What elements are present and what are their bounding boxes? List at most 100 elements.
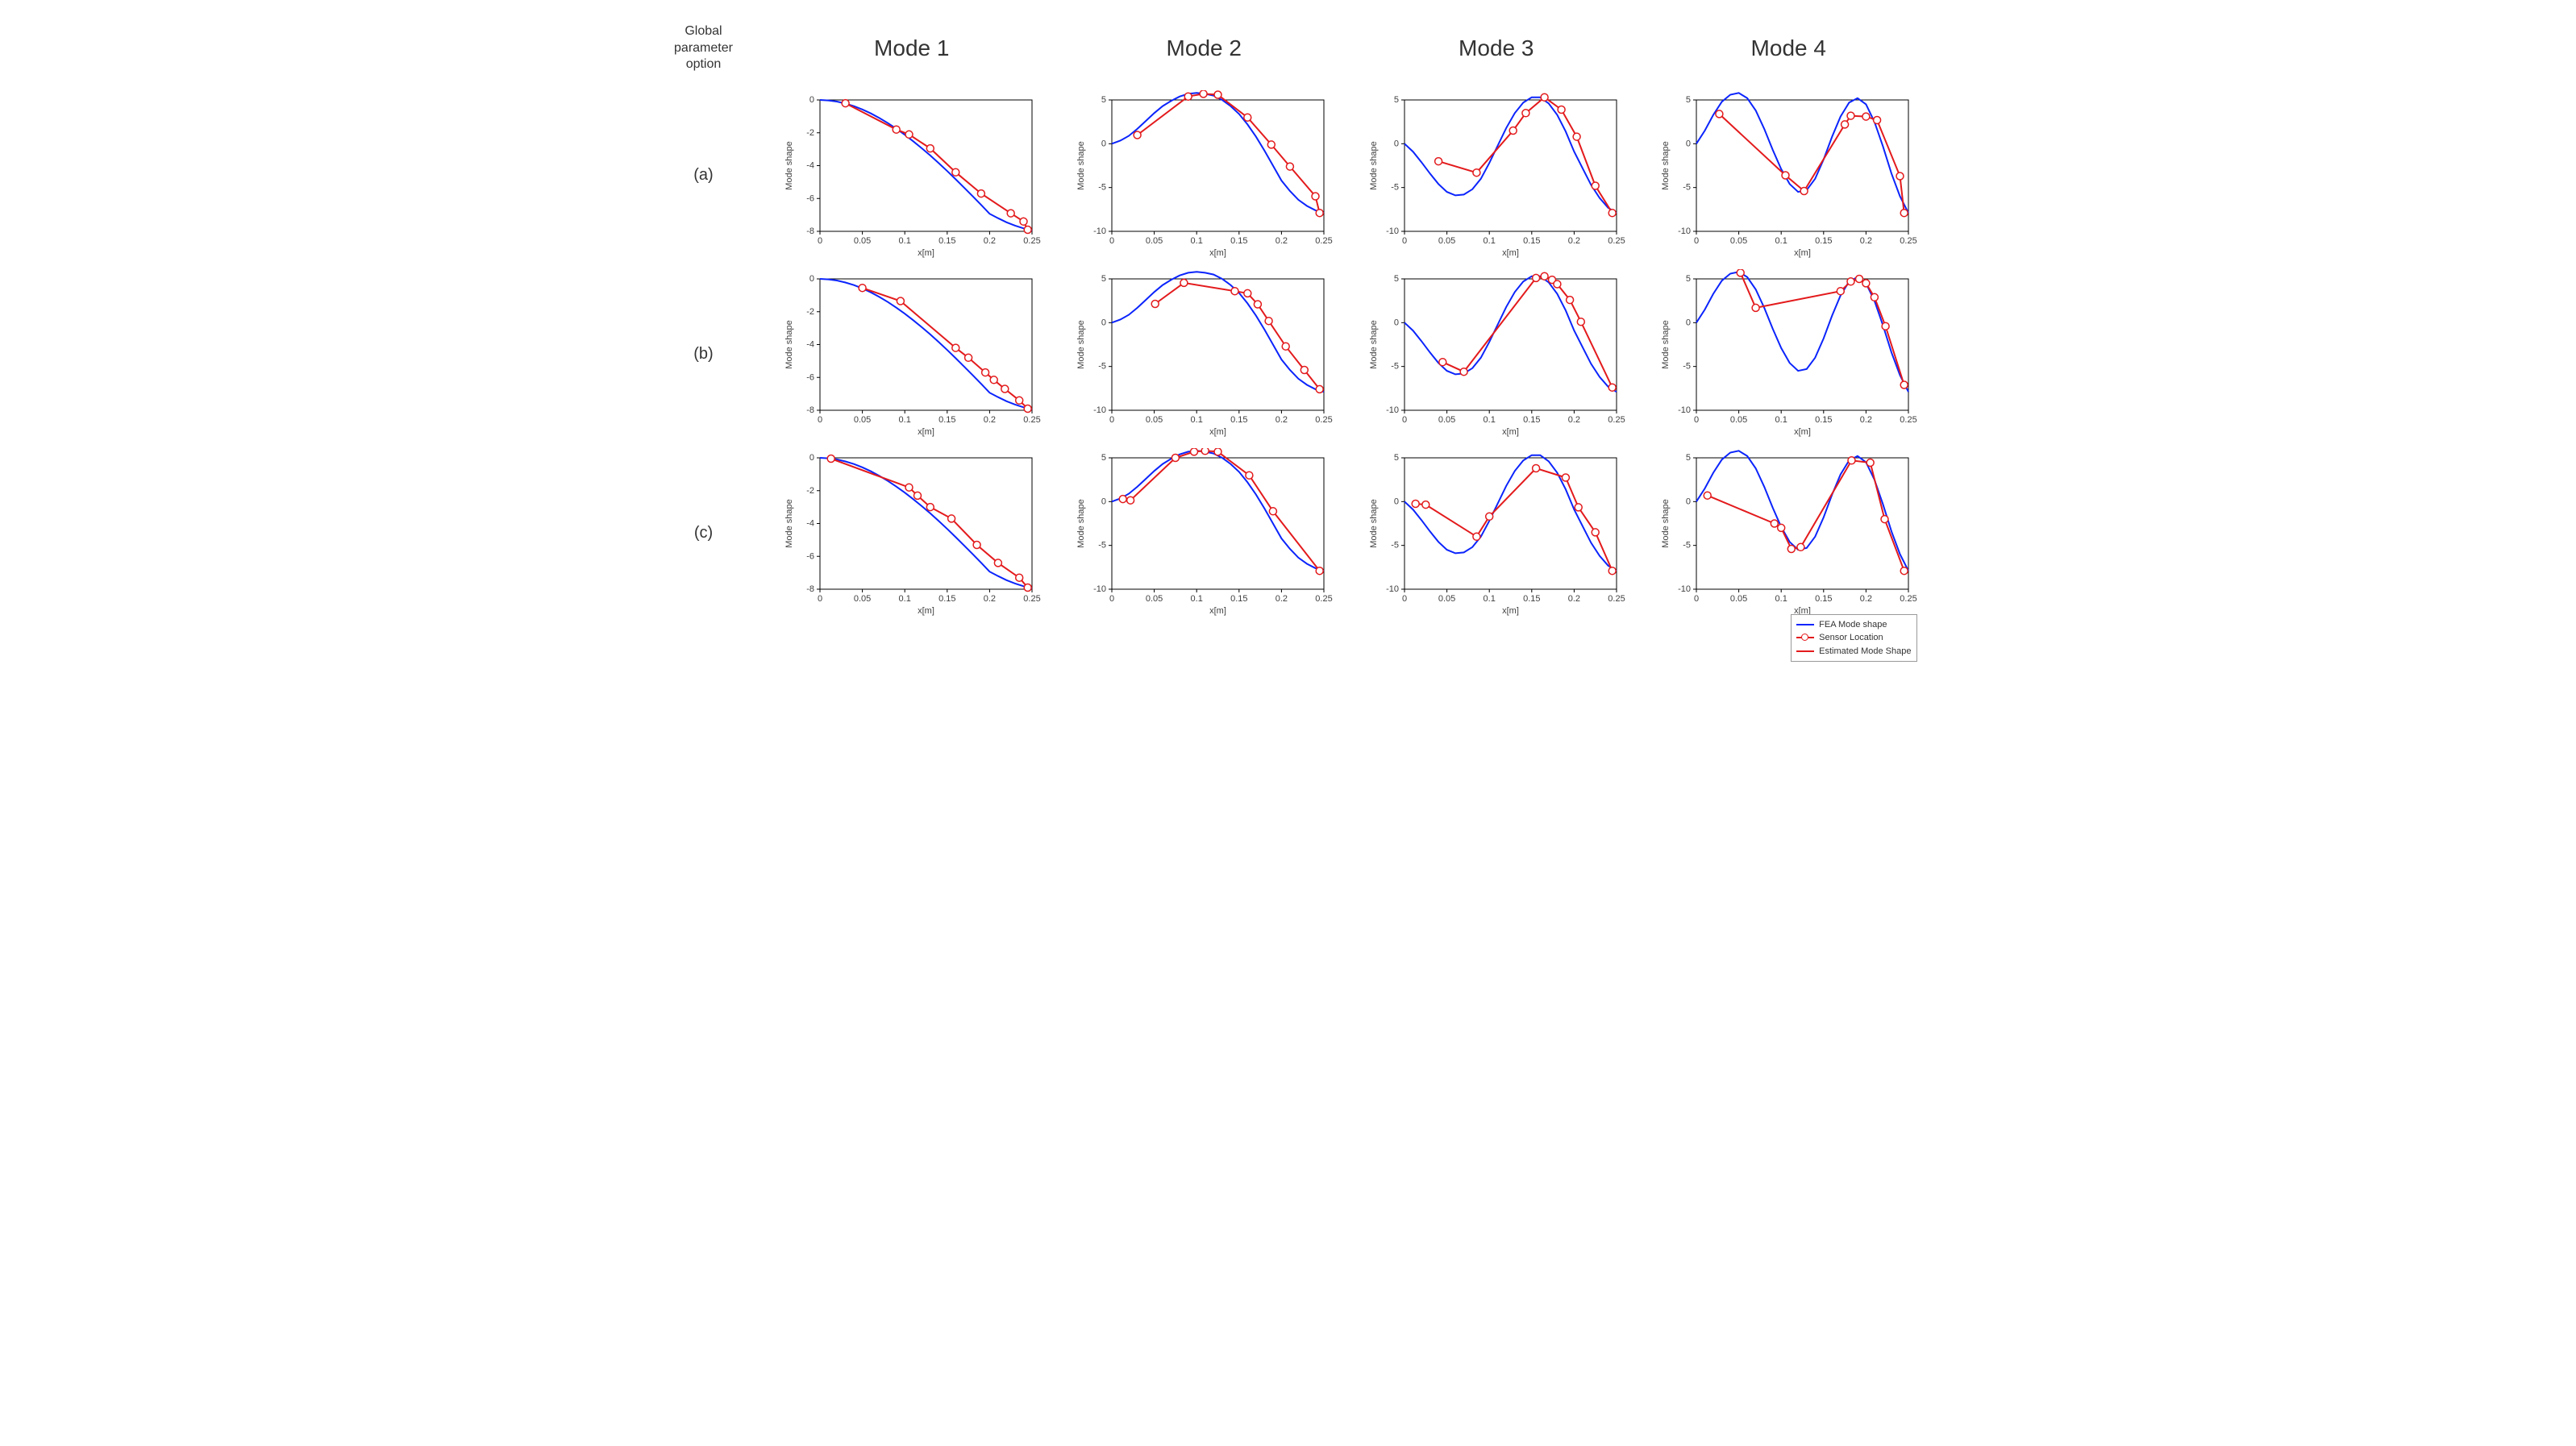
sensor-location-marker (926, 504, 934, 511)
svg-text:0.05: 0.05 (1438, 236, 1454, 246)
sensor-location-marker (1024, 405, 1031, 413)
fea-mode-shape-line (820, 279, 1032, 409)
sensor-location-marker (1532, 465, 1539, 472)
svg-text:0.2: 0.2 (1567, 415, 1579, 425)
svg-text:0.2: 0.2 (1860, 594, 1872, 604)
svg-text:0: 0 (1686, 497, 1691, 506)
sensor-location-marker (1871, 293, 1878, 301)
sensor-location-marker (1541, 93, 1548, 101)
sensor-location-marker (1737, 269, 1744, 276)
y-axis-label: Mode shape (784, 141, 794, 190)
svg-text:0: 0 (1694, 236, 1699, 246)
sensor-location-marker (1841, 121, 1849, 128)
sensor-location-marker (1434, 158, 1442, 165)
svg-text:-8: -8 (806, 226, 814, 236)
sensor-location-marker (1180, 279, 1188, 286)
svg-text:0.1: 0.1 (1775, 236, 1787, 246)
fea-mode-shape-line (820, 100, 1032, 231)
sensor-location-marker (947, 515, 955, 522)
svg-text:0.2: 0.2 (983, 236, 995, 246)
fea-mode-shape-line (1112, 272, 1324, 392)
y-axis-label: Mode shape (1661, 320, 1671, 369)
svg-text:0.1: 0.1 (1775, 415, 1787, 425)
svg-text:-8: -8 (806, 405, 814, 415)
corner-label: Globalparameteroption (651, 16, 756, 81)
sensor-location-marker (1771, 520, 1778, 527)
y-axis-label: Mode shape (784, 499, 794, 548)
sensor-location-marker (1573, 133, 1580, 140)
panel-row-c-mode4: 00.050.10.150.20.25x[m]-10-505Mode shape… (1652, 448, 1925, 617)
panel-row-a-mode3: 00.050.10.150.20.25x[m]-10-505Mode shape (1360, 90, 1633, 260)
sensor-location-marker (1472, 169, 1479, 177)
svg-text:-10: -10 (1386, 226, 1399, 236)
sensor-location-marker (1716, 110, 1723, 118)
svg-text:-5: -5 (1391, 183, 1399, 193)
sensor-location-marker (1265, 318, 1272, 325)
estimated-mode-shape-line (1741, 272, 1904, 384)
panel-row-b-mode2: 00.050.10.150.20.25x[m]-10-505Mode shape (1067, 269, 1341, 438)
sensor-location-marker (1881, 516, 1888, 523)
sensor-location-marker (1151, 301, 1159, 308)
svg-text:-2: -2 (806, 128, 814, 138)
sensor-location-marker (1866, 459, 1874, 467)
y-axis-label: Mode shape (1076, 320, 1086, 369)
sensor-location-marker (1577, 318, 1584, 326)
sensor-location-marker (951, 168, 959, 176)
column-header-mode4: Mode 4 (1652, 16, 1925, 81)
sensor-location-marker (905, 131, 913, 138)
sensor-location-marker (905, 484, 913, 491)
sensor-location-marker (994, 559, 1001, 567)
sensor-location-marker (990, 376, 997, 384)
sensor-location-marker (1848, 457, 1855, 464)
svg-text:-6: -6 (806, 372, 814, 382)
svg-text:0: 0 (1694, 415, 1699, 425)
x-axis-label: x[m] (1502, 606, 1519, 616)
svg-text:0.15: 0.15 (1523, 236, 1540, 246)
svg-text:5: 5 (1101, 95, 1106, 105)
sensor-location-marker (1316, 385, 1323, 393)
sensor-location-marker (1900, 210, 1908, 217)
sensor-location-marker (1862, 280, 1870, 287)
svg-text:-10: -10 (1093, 226, 1106, 236)
sensor-location-marker (1421, 501, 1429, 509)
svg-text:0: 0 (1401, 594, 1406, 604)
svg-text:0.15: 0.15 (938, 594, 955, 604)
svg-text:0: 0 (1393, 318, 1398, 327)
svg-text:0.05: 0.05 (1146, 594, 1163, 604)
fea-mode-shape-line (1405, 98, 1617, 214)
svg-text:0: 0 (817, 415, 822, 425)
svg-text:0.25: 0.25 (1900, 594, 1916, 604)
svg-text:0.05: 0.05 (1438, 594, 1454, 604)
svg-text:-6: -6 (806, 193, 814, 203)
svg-text:0.15: 0.15 (1815, 236, 1832, 246)
svg-text:0: 0 (817, 594, 822, 604)
sensor-location-marker (842, 100, 849, 107)
svg-text:-5: -5 (1683, 183, 1691, 193)
svg-text:0.05: 0.05 (1730, 594, 1747, 604)
sensor-location-marker (1134, 131, 1141, 139)
sensor-location-marker (1191, 448, 1198, 455)
fea-mode-shape-line (1696, 451, 1908, 571)
svg-text:0.05: 0.05 (1730, 236, 1747, 246)
svg-text:0: 0 (1109, 594, 1114, 604)
panel-row-c-mode3: 00.050.10.150.20.25x[m]-10-505Mode shape (1360, 448, 1633, 617)
svg-text:-8: -8 (806, 584, 814, 594)
estimated-mode-shape-line (1138, 93, 1320, 213)
y-axis-label: Mode shape (1076, 141, 1086, 190)
svg-text:0.25: 0.25 (1315, 236, 1332, 246)
sensor-location-marker (897, 297, 904, 305)
sensor-location-marker (1509, 127, 1517, 135)
sensor-location-marker (1541, 272, 1548, 280)
fea-mode-shape-line (1405, 455, 1617, 571)
svg-text:0.1: 0.1 (1191, 594, 1203, 604)
svg-text:-5: -5 (1391, 541, 1399, 551)
svg-text:0.15: 0.15 (1523, 415, 1540, 425)
svg-text:0: 0 (1101, 318, 1106, 327)
sensor-location-marker (1214, 448, 1221, 455)
sensor-location-marker (1015, 574, 1022, 581)
sensor-location-marker (1127, 497, 1134, 504)
svg-text:0.15: 0.15 (1815, 415, 1832, 425)
svg-text:-2: -2 (806, 307, 814, 317)
sensor-location-marker (1900, 567, 1908, 575)
svg-text:-6: -6 (806, 551, 814, 561)
